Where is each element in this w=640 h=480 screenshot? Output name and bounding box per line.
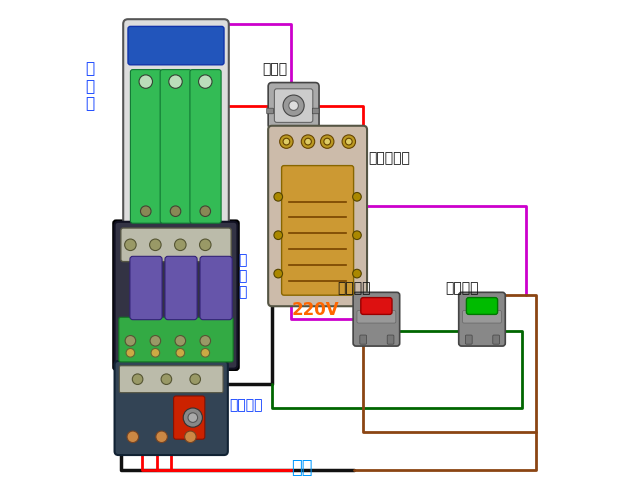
Circle shape	[125, 239, 136, 251]
FancyBboxPatch shape	[275, 89, 313, 122]
FancyBboxPatch shape	[360, 335, 367, 344]
Circle shape	[161, 374, 172, 384]
Circle shape	[188, 413, 198, 422]
FancyBboxPatch shape	[121, 228, 231, 262]
FancyBboxPatch shape	[282, 166, 354, 295]
Circle shape	[184, 431, 196, 443]
FancyBboxPatch shape	[160, 70, 191, 223]
FancyBboxPatch shape	[463, 311, 502, 323]
Text: 熔断器: 熔断器	[262, 62, 287, 77]
Circle shape	[190, 374, 200, 384]
Circle shape	[283, 138, 290, 145]
Circle shape	[289, 101, 298, 110]
Text: 停止按钮: 停止按钮	[337, 281, 371, 295]
Text: 断
路
器: 断 路 器	[84, 61, 94, 111]
FancyBboxPatch shape	[131, 70, 161, 223]
Text: 启动按钮: 启动按钮	[445, 281, 479, 295]
FancyBboxPatch shape	[119, 366, 223, 393]
Circle shape	[139, 75, 152, 88]
Circle shape	[353, 269, 362, 278]
Circle shape	[201, 348, 210, 357]
Circle shape	[274, 231, 283, 240]
FancyBboxPatch shape	[361, 298, 392, 314]
FancyBboxPatch shape	[465, 335, 472, 344]
Circle shape	[274, 192, 283, 201]
FancyBboxPatch shape	[312, 108, 319, 114]
Circle shape	[280, 135, 293, 148]
FancyBboxPatch shape	[165, 256, 197, 320]
Circle shape	[150, 239, 161, 251]
Circle shape	[132, 374, 143, 384]
FancyBboxPatch shape	[267, 108, 273, 114]
Circle shape	[283, 95, 304, 116]
Circle shape	[200, 206, 211, 216]
Circle shape	[342, 135, 356, 148]
Circle shape	[141, 206, 151, 216]
FancyBboxPatch shape	[493, 335, 499, 344]
Circle shape	[150, 336, 161, 346]
Circle shape	[200, 336, 211, 346]
FancyBboxPatch shape	[200, 256, 232, 320]
Circle shape	[305, 138, 312, 145]
Circle shape	[151, 348, 160, 357]
Circle shape	[353, 231, 362, 240]
Circle shape	[274, 269, 283, 278]
Circle shape	[169, 75, 182, 88]
FancyBboxPatch shape	[353, 292, 399, 346]
FancyBboxPatch shape	[387, 335, 394, 344]
Circle shape	[198, 75, 212, 88]
Circle shape	[346, 138, 352, 145]
Text: 隔离变压器: 隔离变压器	[368, 151, 410, 166]
Circle shape	[156, 431, 168, 443]
Circle shape	[183, 408, 202, 427]
FancyBboxPatch shape	[268, 126, 367, 306]
Circle shape	[321, 135, 334, 148]
FancyBboxPatch shape	[128, 26, 224, 65]
Circle shape	[175, 239, 186, 251]
Circle shape	[353, 192, 362, 201]
Circle shape	[324, 138, 331, 145]
FancyBboxPatch shape	[459, 292, 506, 346]
FancyBboxPatch shape	[268, 83, 319, 129]
Text: 热继电器: 热继电器	[229, 398, 262, 413]
Circle shape	[125, 336, 136, 346]
FancyBboxPatch shape	[119, 317, 233, 362]
Circle shape	[200, 239, 211, 251]
Circle shape	[176, 348, 184, 357]
FancyBboxPatch shape	[173, 396, 205, 439]
Text: 接
触
器: 接 触 器	[239, 253, 247, 299]
FancyBboxPatch shape	[115, 361, 228, 455]
FancyBboxPatch shape	[467, 298, 498, 314]
Text: 220V: 220V	[291, 300, 339, 319]
FancyBboxPatch shape	[190, 70, 221, 223]
FancyBboxPatch shape	[357, 311, 396, 323]
Circle shape	[175, 336, 186, 346]
FancyBboxPatch shape	[115, 222, 237, 369]
Circle shape	[301, 135, 315, 148]
Circle shape	[126, 348, 135, 357]
Text: 负载: 负载	[291, 459, 313, 477]
Circle shape	[170, 206, 181, 216]
FancyBboxPatch shape	[123, 19, 229, 235]
FancyBboxPatch shape	[130, 256, 162, 320]
Circle shape	[127, 431, 139, 443]
